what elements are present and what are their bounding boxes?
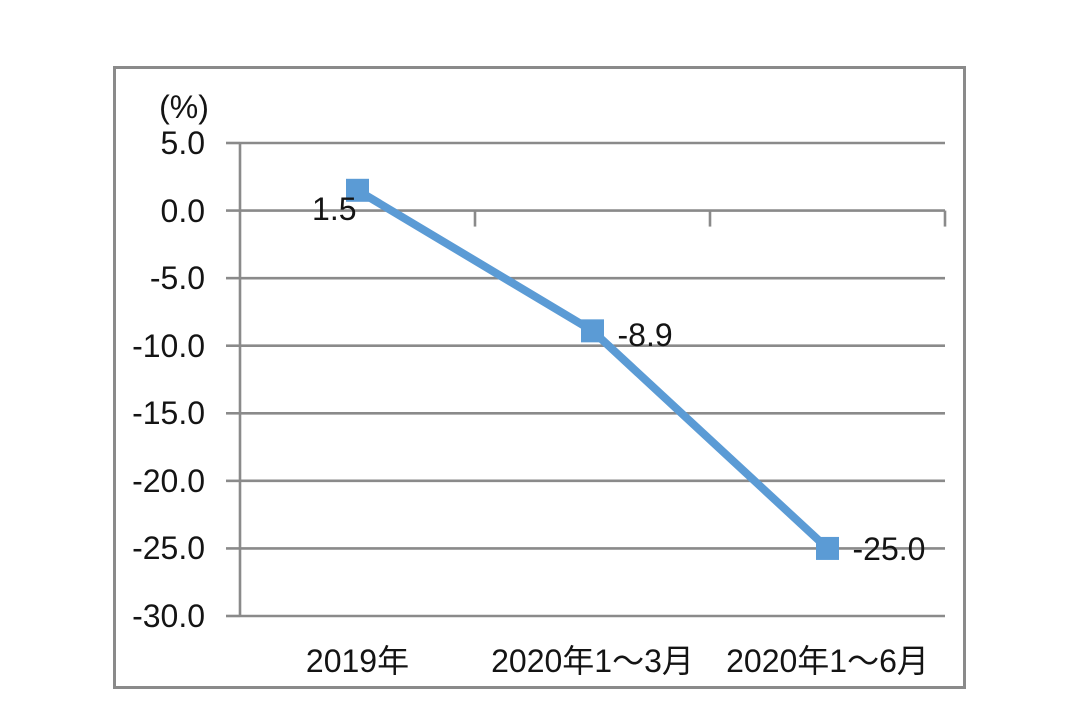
y-tick-label: -20.0 <box>132 462 205 499</box>
x-category-label: 2020年1～3月 <box>491 643 694 679</box>
x-category-label: 2020年1～6月 <box>726 643 929 679</box>
data-point-marker <box>581 319 604 343</box>
y-tick-label: -25.0 <box>132 530 205 567</box>
y-tick-label: -30.0 <box>132 598 205 634</box>
y-axis-unit-label: (%) <box>159 89 209 125</box>
y-tick-label: -5.0 <box>149 260 205 297</box>
data-point-label: -8.9 <box>617 316 673 353</box>
chart-frame <box>113 66 966 689</box>
series-line <box>355 186 831 552</box>
data-point-marker <box>346 178 369 202</box>
data-point-label: -25.0 <box>852 531 926 568</box>
data-point-marker <box>816 536 839 560</box>
y-tick-label: 5.0 <box>160 125 205 161</box>
data-point-label: 1.5 <box>312 191 357 228</box>
y-tick-label: -10.0 <box>132 327 205 364</box>
y-tick-label: -15.0 <box>132 395 205 432</box>
x-category-label: 2019年 <box>305 643 410 679</box>
y-tick-label: 0.0 <box>160 192 205 229</box>
